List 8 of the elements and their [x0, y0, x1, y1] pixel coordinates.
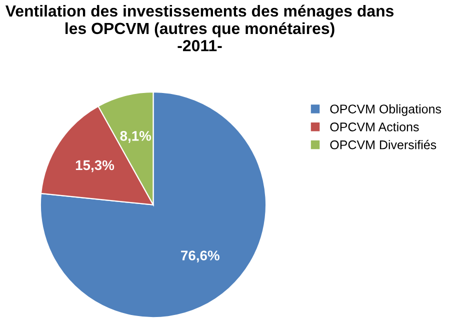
pie-slice — [40, 91, 267, 318]
legend-label: OPCVM Diversifiés — [330, 140, 436, 150]
data-label: 15,3% — [76, 160, 114, 172]
legend-label: OPCVM Actions — [330, 122, 419, 132]
chart-title: Ventilation des investissements des ménages dans les OPCVM (autres que monétaires) -2011- — [5, 4, 394, 52]
data-label: 76,6% — [181, 250, 220, 262]
legend-label: OPCVM Obligations — [330, 104, 442, 116]
data-label: 8,1% — [120, 130, 152, 143]
